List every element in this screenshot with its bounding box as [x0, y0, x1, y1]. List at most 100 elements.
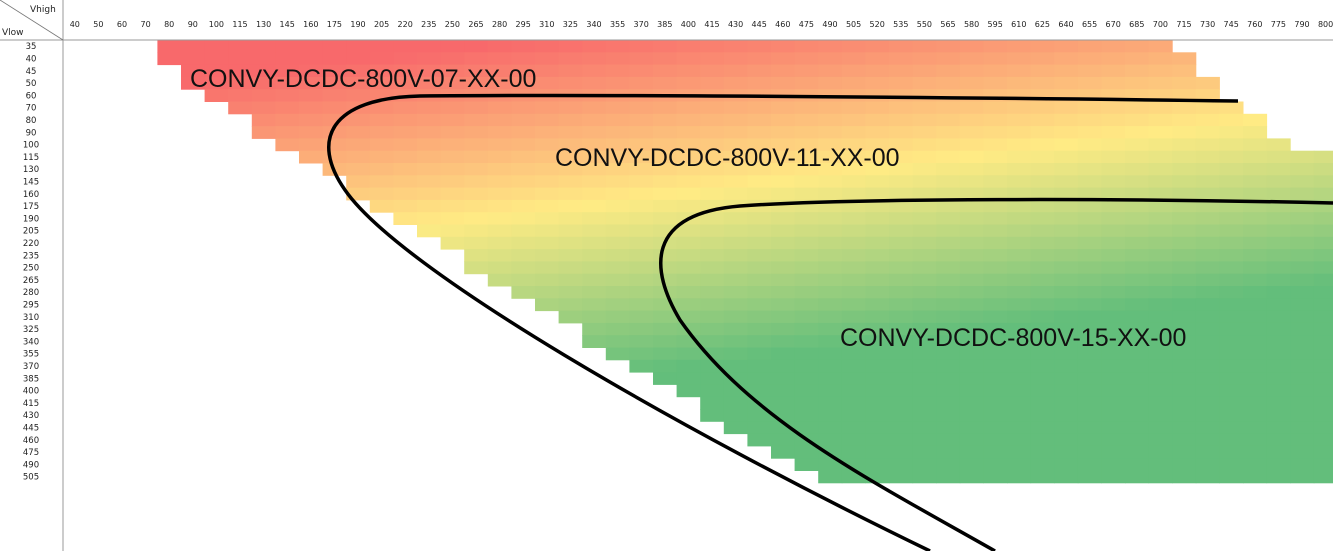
heatmap-cell	[629, 359, 654, 373]
heatmap-cell	[487, 76, 512, 90]
heatmap-cell	[1290, 212, 1315, 225]
heatmap-cell	[1219, 224, 1244, 238]
heatmap-cell	[1054, 396, 1079, 410]
heatmap-cell	[558, 126, 583, 139]
heatmap-cell	[1313, 175, 1333, 189]
heatmap-cell	[889, 433, 914, 447]
heatmap-cell	[841, 113, 866, 127]
y-tick-label: 70	[26, 104, 37, 114]
heatmap-cell	[653, 163, 678, 176]
heatmap-cell	[983, 138, 1008, 152]
heatmap-cell	[983, 273, 1008, 287]
heatmap-cell	[1195, 298, 1220, 312]
heatmap-cell	[818, 445, 843, 459]
heatmap-cell	[912, 372, 937, 385]
heatmap-cell	[1219, 445, 1244, 459]
heatmap-cell	[1125, 187, 1150, 201]
heatmap-cell	[535, 150, 560, 164]
heatmap-cell	[535, 40, 560, 53]
heatmap-cell	[959, 249, 984, 262]
heatmap-cell	[1054, 126, 1079, 139]
heatmap-cell	[889, 163, 914, 176]
heatmap-cell	[653, 40, 678, 53]
heatmap-cell	[1172, 113, 1197, 127]
heatmap-cell	[1054, 150, 1079, 164]
heatmap-cell	[1172, 138, 1197, 152]
heatmap-cell	[1219, 396, 1244, 410]
heatmap-cell	[1290, 347, 1315, 361]
heatmap-cell	[794, 458, 819, 471]
heatmap-cell	[794, 163, 819, 176]
heatmap-cell	[865, 372, 890, 385]
x-tick-label: 250	[445, 20, 460, 29]
heatmap-cell	[676, 261, 701, 275]
heatmap-cell	[369, 101, 394, 115]
heatmap-cell	[1313, 187, 1333, 201]
heatmap-cell	[723, 113, 748, 127]
heatmap-cell	[1007, 76, 1032, 90]
heatmap-cell	[251, 126, 276, 139]
heatmap-cell	[464, 249, 489, 262]
heatmap-cell	[1243, 273, 1268, 287]
heatmap-cell	[747, 236, 772, 250]
heatmap-cell	[1290, 396, 1315, 410]
heatmap-cell	[841, 347, 866, 361]
heatmap-cell	[700, 212, 725, 225]
heatmap-cell	[629, 40, 654, 53]
heatmap-cell	[346, 126, 371, 139]
heatmap-cell	[440, 212, 465, 225]
heatmap-cell	[723, 421, 748, 435]
heatmap-cell	[582, 64, 607, 78]
boundary-curve-15	[659, 197, 1333, 551]
heatmap-cell	[1266, 433, 1291, 447]
x-tick-label: 220	[398, 20, 413, 29]
heatmap-cell	[464, 52, 489, 66]
heatmap-cell	[912, 359, 937, 373]
heatmap-cell	[983, 224, 1008, 238]
heatmap-cell	[700, 175, 725, 189]
y-tick-label: 100	[23, 141, 39, 151]
heatmap-cell	[417, 138, 442, 152]
heatmap-cell	[1077, 138, 1102, 152]
heatmap-cell	[912, 224, 937, 238]
heatmap-cell	[1172, 445, 1197, 459]
heatmap-cell	[393, 126, 418, 139]
heatmap-cell	[299, 89, 324, 102]
heatmap-cell	[676, 359, 701, 373]
heatmap-cell	[794, 40, 819, 53]
heatmap-cell	[818, 359, 843, 373]
heatmap-cell	[818, 310, 843, 324]
heatmap-cell	[322, 76, 347, 90]
heatmap-cell	[511, 212, 536, 225]
heatmap-cell	[275, 113, 300, 127]
heatmap-cell	[700, 76, 725, 90]
heatmap-cell	[841, 335, 866, 348]
heatmap-cell	[700, 187, 725, 201]
heatmap-cell	[1313, 224, 1333, 238]
heatmap-cell	[1007, 64, 1032, 78]
heatmap-cell	[723, 163, 748, 176]
heatmap-cell	[535, 113, 560, 127]
heatmap-cell	[1030, 138, 1055, 152]
heatmap-cell	[1313, 445, 1333, 459]
heatmap-cell	[1219, 199, 1244, 213]
heatmap-cell	[1030, 101, 1055, 115]
heatmap-cell	[1219, 322, 1244, 336]
x-tick-label: 145	[280, 20, 295, 29]
heatmap-cell	[558, 52, 583, 66]
heatmap-cell	[1148, 470, 1173, 484]
heatmap-cell	[511, 163, 536, 176]
heatmap-cell	[912, 335, 937, 348]
heatmap-cell	[1054, 40, 1079, 53]
heatmap-cell	[1148, 261, 1173, 275]
heatmap-cell	[723, 286, 748, 299]
heatmap-cell	[1101, 138, 1126, 152]
heatmap-cell	[700, 396, 725, 410]
heatmap-cell	[1007, 175, 1032, 189]
region-boundaries	[327, 93, 1333, 551]
x-tick-label: 670	[1106, 20, 1121, 29]
heatmap-cell	[912, 249, 937, 262]
heatmap-cell	[322, 64, 347, 78]
heatmap-cell	[558, 261, 583, 275]
heatmap-cell	[983, 40, 1008, 53]
